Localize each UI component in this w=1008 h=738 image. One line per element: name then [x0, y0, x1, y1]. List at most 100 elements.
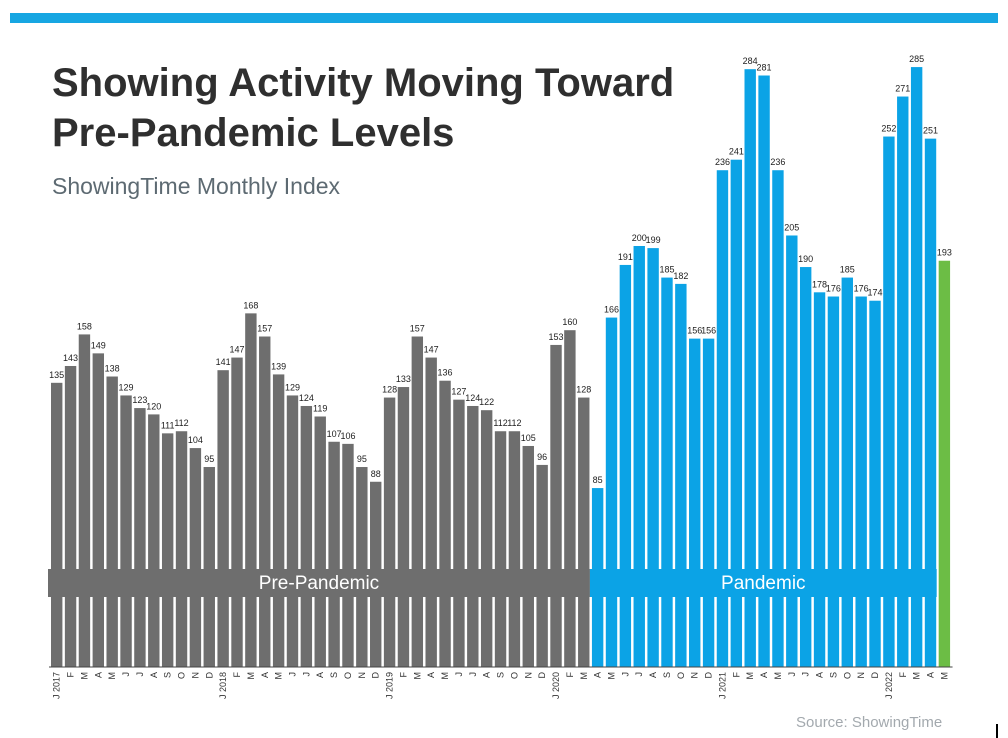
- bar: [508, 431, 521, 667]
- x-tick-label: O: [177, 672, 187, 679]
- value-label: 157: [257, 324, 272, 334]
- value-label: 143: [63, 353, 78, 363]
- corner-mark: [996, 724, 998, 738]
- x-tick-label: J: [634, 672, 644, 677]
- bar: [647, 248, 659, 668]
- x-tick-label: A: [260, 672, 270, 678]
- bar: [245, 313, 257, 667]
- x-tick-label: S: [828, 672, 838, 678]
- bar: [897, 96, 909, 668]
- value-label: 166: [604, 305, 619, 315]
- bar: [328, 441, 340, 667]
- bar: [134, 408, 146, 667]
- x-tick-label: J 2018: [218, 672, 228, 699]
- bar: [217, 370, 229, 667]
- x-tick-label: M: [745, 672, 755, 680]
- x-tick-label: A: [815, 672, 825, 678]
- bar: [578, 397, 590, 667]
- bar: [827, 296, 840, 667]
- value-label: 112: [174, 418, 188, 428]
- value-label: 135: [49, 370, 64, 380]
- x-tick-label: J 2021: [717, 672, 727, 699]
- chart-subtitle: ShowingTime Monthly Index: [52, 173, 341, 199]
- x-tick-label: A: [926, 672, 936, 678]
- value-label: 136: [438, 368, 453, 378]
- bar: [120, 395, 132, 667]
- x-tick-label: D: [537, 672, 547, 679]
- value-label: 85: [593, 475, 603, 485]
- x-tick-label: A: [93, 672, 103, 678]
- value-label: 182: [673, 271, 688, 281]
- bar: [841, 277, 853, 667]
- bar: [702, 338, 715, 667]
- x-tick-label: A: [426, 672, 436, 678]
- bar: [397, 387, 410, 667]
- x-tick-label: M: [607, 672, 617, 680]
- bar: [148, 414, 160, 667]
- bar: [924, 138, 937, 667]
- top-accent-bar: [10, 13, 998, 23]
- x-tick-label: M: [412, 672, 422, 680]
- value-label: 252: [881, 124, 896, 134]
- x-tick-label: O: [842, 672, 852, 679]
- bar: [425, 357, 437, 667]
- value-label: 112: [507, 418, 521, 428]
- x-tick-label: F: [232, 672, 242, 678]
- value-label: 193: [937, 248, 952, 258]
- x-tick-label: F: [565, 672, 575, 678]
- bar: [161, 433, 174, 668]
- x-tick-label: A: [482, 672, 492, 678]
- value-label: 153: [549, 332, 564, 342]
- bar: [78, 334, 91, 667]
- bar: [716, 170, 729, 667]
- value-label: 129: [119, 382, 134, 392]
- bar: [175, 431, 188, 667]
- x-tick-label: J: [620, 672, 630, 677]
- bar: [286, 395, 299, 667]
- bar: [203, 467, 215, 667]
- value-label: 107: [327, 429, 342, 439]
- bar: [411, 336, 424, 667]
- bar: [259, 336, 271, 667]
- x-tick-label: J: [301, 672, 311, 677]
- value-label: 205: [784, 222, 799, 232]
- x-tick-label: J 2020: [551, 672, 561, 699]
- x-tick-label: F: [398, 672, 408, 678]
- x-tick-label: S: [496, 672, 506, 678]
- value-label: 95: [357, 454, 367, 464]
- value-label: 128: [576, 385, 591, 395]
- value-label: 284: [743, 56, 758, 66]
- x-tick-label: J 2019: [385, 672, 395, 699]
- value-label: 149: [91, 340, 106, 350]
- value-label: 120: [146, 401, 161, 411]
- value-label: 156: [687, 326, 702, 336]
- value-label: 199: [646, 235, 661, 245]
- value-label: 111: [161, 420, 175, 430]
- value-label: 119: [313, 404, 327, 414]
- value-label: 147: [229, 345, 244, 355]
- x-tick-label: M: [579, 672, 589, 680]
- chart-title: Showing Activity Moving Toward Pre-Pande…: [52, 61, 675, 155]
- bar: [564, 330, 576, 667]
- x-tick-label: D: [371, 672, 381, 679]
- x-tick-label: O: [676, 672, 686, 679]
- band-pandemic-label: Pandemic: [721, 573, 806, 594]
- band-pandemic: [589, 569, 937, 597]
- bar: [300, 405, 313, 667]
- bar: [772, 170, 784, 667]
- bar: [383, 397, 396, 667]
- x-tick-label: J: [135, 672, 145, 677]
- value-label: 124: [465, 393, 480, 403]
- bar: [342, 443, 354, 667]
- value-label: 106: [340, 431, 355, 441]
- x-tick-label: S: [662, 672, 672, 678]
- x-tick-label: D: [204, 672, 214, 679]
- bar: [550, 344, 562, 667]
- value-label: 236: [715, 157, 730, 167]
- x-tick-label: M: [773, 672, 783, 680]
- value-label: 174: [868, 288, 883, 298]
- value-label: 128: [382, 385, 397, 395]
- bar: [855, 296, 867, 667]
- value-label: 96: [537, 452, 547, 462]
